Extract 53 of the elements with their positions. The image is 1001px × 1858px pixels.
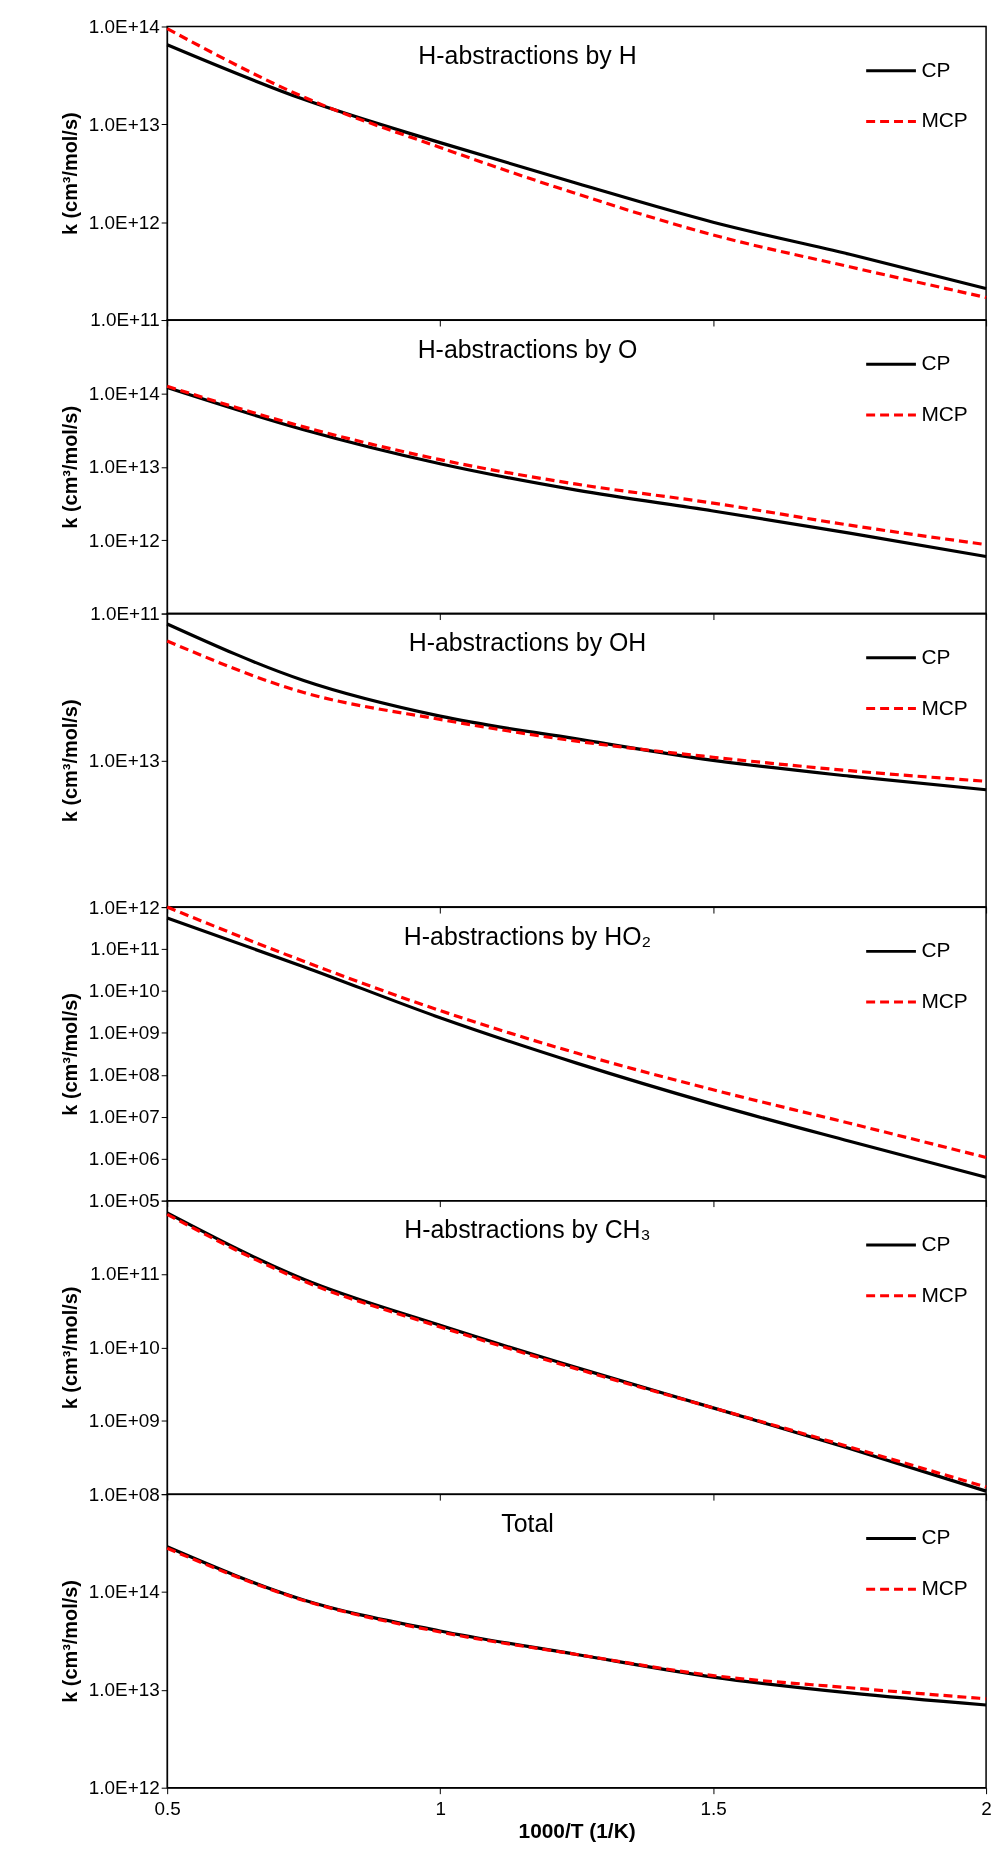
y-tick-label: 1.0E+13	[88, 1679, 160, 1701]
legend-label: CP	[921, 351, 951, 375]
y-axis-title: k (cm³/mol/s)	[58, 1580, 81, 1703]
y-tick-label: 1.0E+11	[90, 603, 160, 625]
y-tick-label: 1.0E+12	[88, 896, 160, 918]
y-tick-label: 1.0E+13	[88, 456, 160, 478]
text: H-abstractions by HO₂	[403, 921, 652, 950]
y-tick-label: 1.0E+13	[88, 113, 160, 135]
text: H-abstractions by O	[417, 334, 638, 363]
y-tick-label: 1.0E+10	[88, 980, 160, 1002]
legend-label: MCP	[921, 108, 968, 132]
y-axis-title: k (cm³/mol/s)	[58, 112, 81, 236]
legend-label: MCP	[921, 989, 968, 1013]
legend-label: CP	[921, 57, 951, 81]
y-axis-title: k (cm³/mol/s)	[58, 993, 81, 1116]
x-tick-label: 1.5	[700, 1798, 727, 1820]
text: H-abstractions by H	[418, 41, 637, 70]
y-tick-label: 1.0E+11	[90, 938, 160, 960]
legend-label: MCP	[921, 402, 968, 426]
y-axis-title: k (cm³/mol/s)	[58, 1286, 81, 1410]
text: H-abstractions by CH₃	[404, 1215, 651, 1244]
x-tick-label: 0.5	[154, 1798, 181, 1820]
legend-label: CP	[921, 1231, 951, 1255]
y-tick-label: 1.0E+12	[88, 1777, 160, 1799]
legend-label: MCP	[921, 695, 968, 719]
y-tick-label: 1.0E+11	[90, 1263, 160, 1285]
y-tick-label: 1.0E+08	[88, 1483, 160, 1505]
y-tick-label: 1.0E+10	[88, 1336, 160, 1358]
y-axis-title: k (cm³/mol/s)	[58, 699, 81, 823]
y-tick-label: 1.0E+11	[90, 309, 160, 331]
legend-label: CP	[921, 644, 951, 668]
y-tick-label: 1.0E+14	[88, 15, 160, 37]
y-axis-title: k (cm³/mol/s)	[58, 405, 81, 529]
x-tick-label: 1	[435, 1798, 446, 1820]
text: Total	[501, 1508, 554, 1537]
y-tick-label: 1.0E+09	[88, 1410, 160, 1432]
y-tick-label: 1.0E+12	[88, 529, 160, 551]
x-tick-label: 2	[981, 1798, 992, 1820]
x-axis-title: 1000/T (1/K)	[518, 1818, 636, 1842]
y-tick-label: 1.0E+06	[88, 1148, 160, 1170]
legend-label: CP	[921, 938, 951, 962]
y-tick-label: 1.0E+12	[88, 211, 160, 233]
y-tick-label: 1.0E+14	[88, 382, 160, 404]
y-tick-label: 1.0E+05	[88, 1190, 160, 1212]
y-tick-label: 1.0E+09	[88, 1022, 160, 1044]
y-tick-label: 1.0E+14	[88, 1581, 160, 1603]
y-tick-label: 1.0E+07	[88, 1106, 160, 1128]
legend-label: MCP	[921, 1576, 968, 1600]
legend-label: CP	[921, 1525, 951, 1549]
legend-label: MCP	[921, 1282, 968, 1306]
y-tick-label: 1.0E+08	[88, 1064, 160, 1086]
y-tick-label: 1.0E+13	[88, 749, 160, 771]
text: H-abstractions by OH	[408, 628, 647, 657]
